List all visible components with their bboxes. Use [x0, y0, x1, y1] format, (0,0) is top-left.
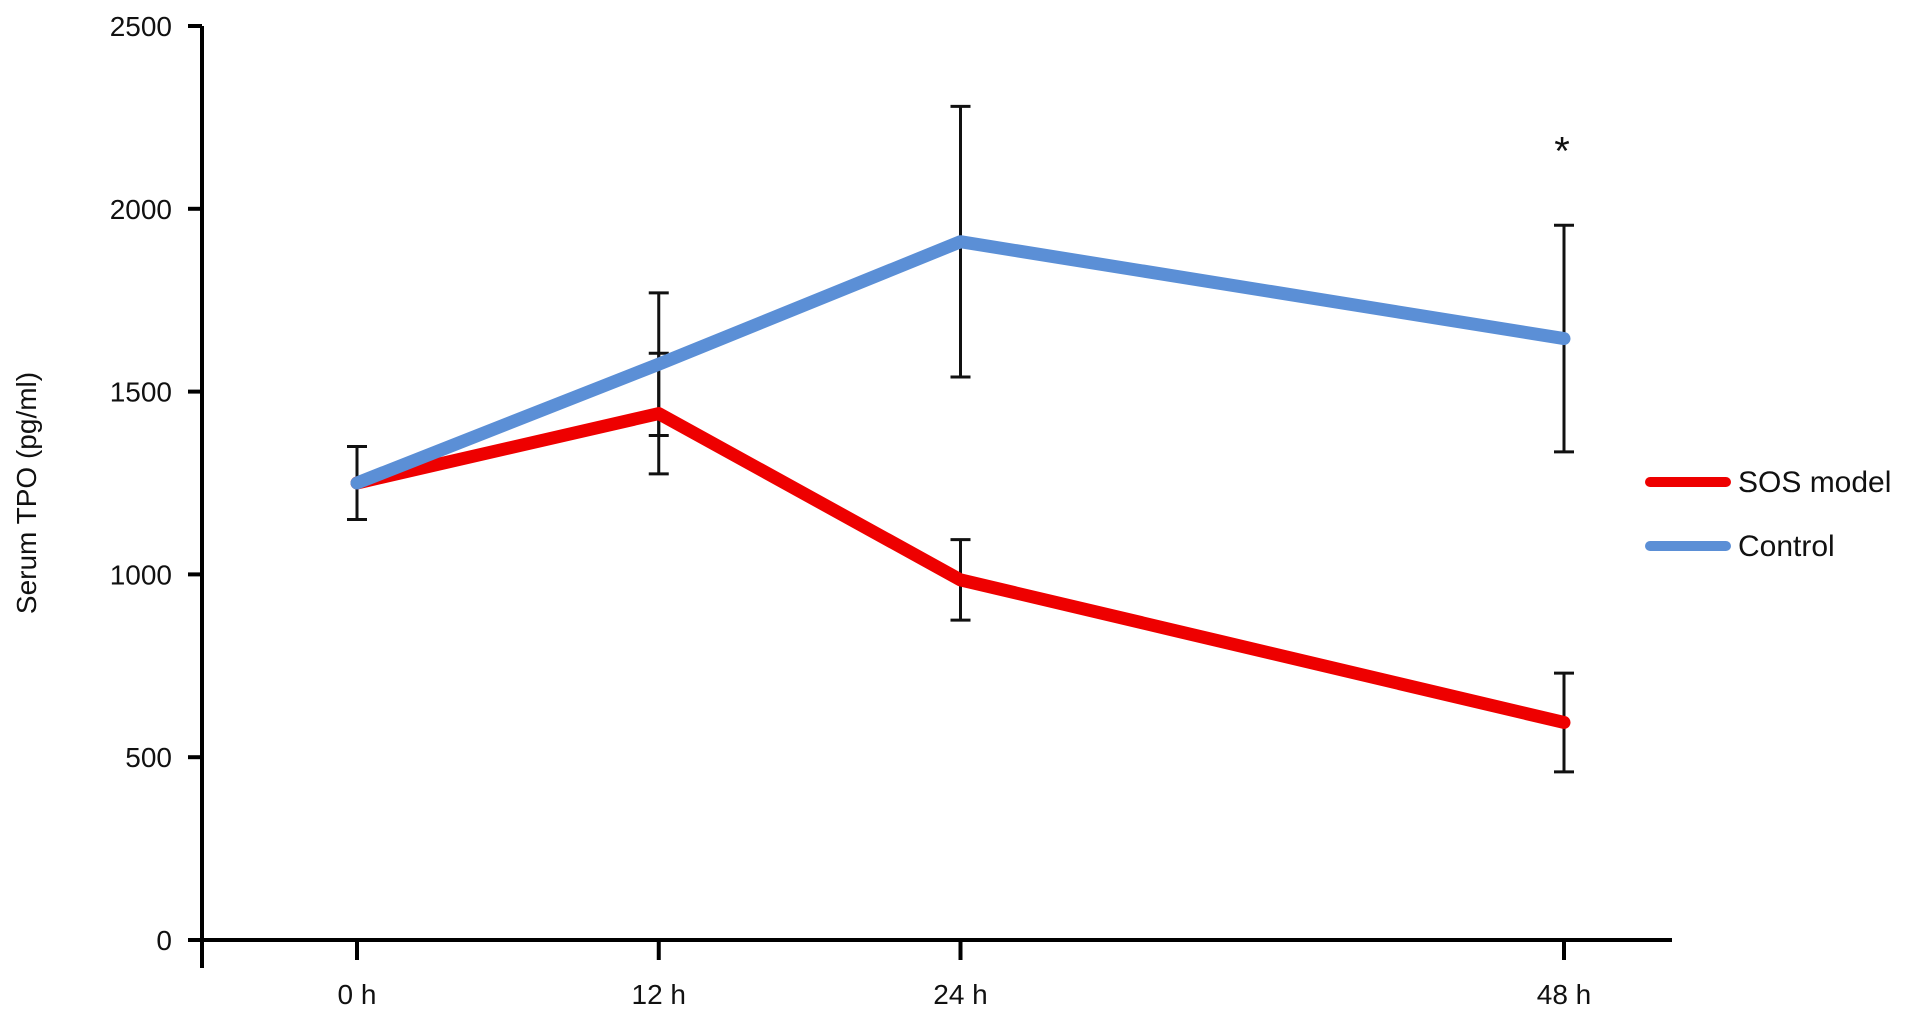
y-tick-label: 0	[156, 925, 172, 956]
x-tick-label: 48 h	[1537, 979, 1592, 1010]
legend-label-sos-model: SOS model	[1738, 466, 1891, 499]
series-lines	[350, 235, 1571, 729]
y-tick-label: 2500	[110, 11, 172, 42]
series-line-sos-model	[350, 407, 1571, 729]
x-tick-label: 12 h	[632, 979, 687, 1010]
y-tick-label: 500	[125, 742, 172, 773]
y-tick-label: 1000	[110, 559, 172, 590]
y-tick-label: 1500	[110, 377, 172, 408]
axes: 0 500 1000 1500 2000 2500 0 h 12 h 24 h 48 h	[110, 11, 1672, 1010]
y-axis-title: Serum TPO (pg/ml)	[11, 372, 42, 614]
y-tick-label: 2000	[110, 194, 172, 225]
annotations: *	[1554, 130, 1570, 174]
legend-label-control: Control	[1738, 530, 1835, 563]
significance-marker: *	[1554, 130, 1570, 174]
series-line-control	[350, 235, 1571, 490]
x-tick-label: 0 h	[338, 979, 377, 1010]
legend: SOS model Control	[1645, 466, 1891, 563]
x-tick-label: 24 h	[933, 979, 988, 1010]
